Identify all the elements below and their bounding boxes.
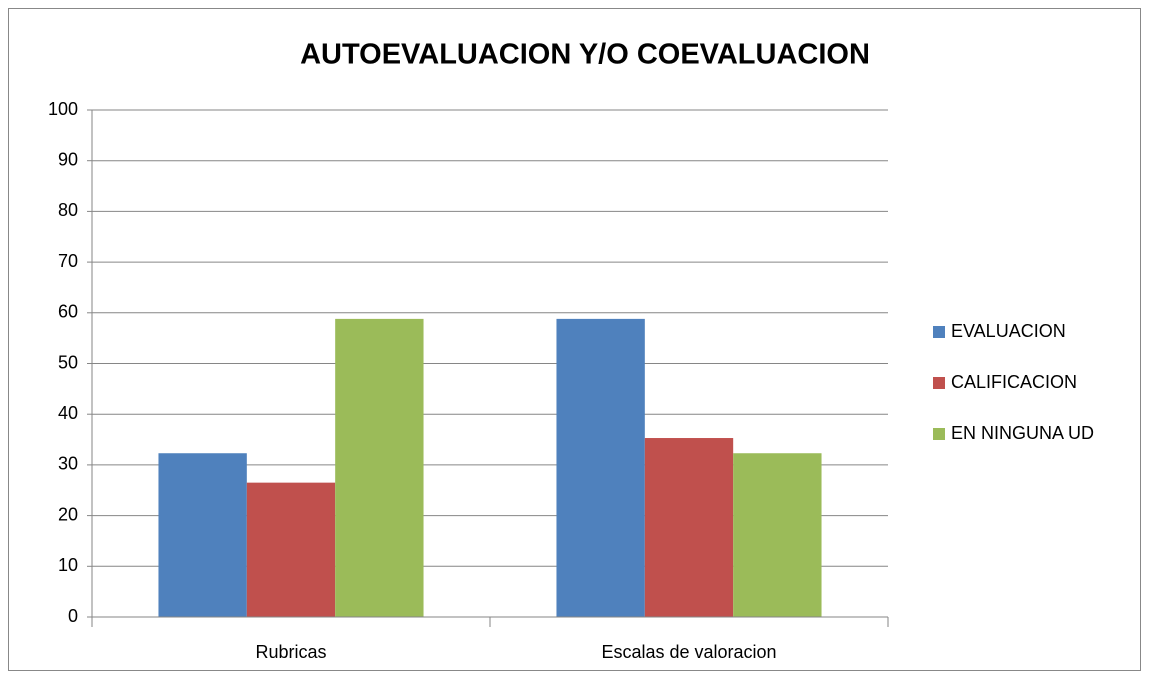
legend-swatch <box>933 377 945 389</box>
y-tick-label: 90 <box>58 149 78 169</box>
legend-label: EN NINGUNA UD <box>951 423 1094 443</box>
y-tick-label: 80 <box>58 200 78 220</box>
y-tick-label: 70 <box>58 251 78 271</box>
y-tick-label: 30 <box>58 454 78 474</box>
y-tick-label: 0 <box>68 606 78 626</box>
chart-title: AUTOEVALUACION Y/O COEVALUACION <box>300 39 870 71</box>
bar <box>158 453 247 617</box>
y-tick-label: 50 <box>58 352 78 372</box>
y-tick-label: 60 <box>58 302 78 322</box>
bar <box>246 482 336 617</box>
legend-swatch <box>933 326 945 338</box>
bar <box>644 438 734 617</box>
bar <box>556 318 645 617</box>
y-tick-label: 10 <box>58 555 78 575</box>
y-tick-label: 20 <box>58 504 78 524</box>
legend-label: EVALUACION <box>951 321 1066 341</box>
legend-swatch <box>933 428 945 440</box>
bar <box>733 453 822 617</box>
x-tick-label: Escalas de valoracion <box>601 642 776 662</box>
bar <box>335 318 424 617</box>
x-tick-label: Rubricas <box>255 642 326 662</box>
legend-label: CALIFICACION <box>951 372 1077 392</box>
y-tick-label: 100 <box>48 99 78 119</box>
y-tick-label: 40 <box>58 403 78 423</box>
